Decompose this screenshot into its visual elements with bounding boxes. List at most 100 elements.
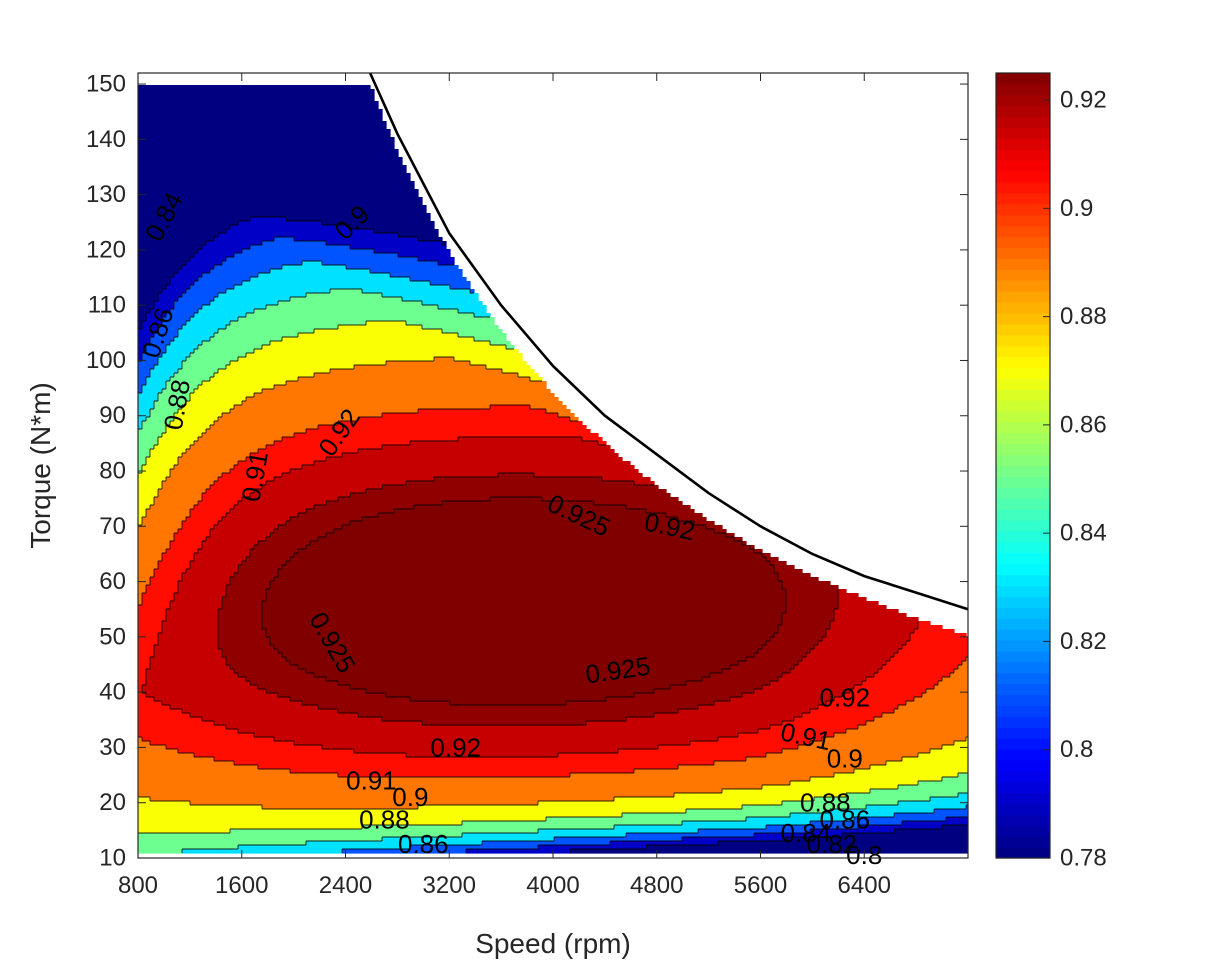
colorbar-swatch — [996, 258, 1050, 270]
heatmap-cell — [162, 317, 191, 322]
heatmap-cell — [138, 157, 403, 162]
heatmap-cell — [138, 341, 151, 346]
heatmap-cell — [138, 389, 143, 394]
heatmap-cell — [458, 333, 507, 338]
heatmap-cell — [158, 441, 195, 446]
heatmap-cell — [190, 317, 239, 322]
heatmap-cell — [210, 485, 263, 490]
colorbar-swatch — [996, 727, 1050, 739]
heatmap-cell — [234, 285, 451, 290]
heatmap-cell — [794, 717, 875, 722]
heatmap-cell — [182, 849, 343, 854]
heatmap-cell — [222, 605, 263, 610]
heatmap-cell — [598, 441, 607, 446]
heatmap-cell — [138, 401, 155, 406]
heatmap-cell — [194, 313, 247, 318]
colorbar-swatch — [996, 836, 1050, 848]
heatmap-cell — [138, 245, 203, 250]
heatmap-cell — [218, 629, 267, 634]
heatmap-cell — [786, 605, 839, 610]
heatmap-cell — [138, 217, 251, 222]
heatmap-cell — [786, 837, 968, 842]
y-tick-label: 70 — [99, 513, 126, 540]
heatmap-cell — [158, 561, 191, 566]
heatmap-cell — [154, 501, 199, 506]
heatmap-cell — [214, 297, 291, 302]
heatmap-cell — [138, 185, 415, 190]
heatmap-cell — [214, 757, 747, 762]
heatmap-cell — [210, 533, 271, 538]
heatmap-cell — [338, 421, 583, 426]
heatmap-cell — [710, 673, 783, 678]
heatmap-cell — [826, 633, 911, 638]
heatmap-cell — [198, 501, 239, 506]
heatmap-cell — [138, 517, 143, 522]
heatmap-cell — [178, 329, 219, 334]
heatmap-cell — [314, 461, 631, 466]
heatmap-cell — [570, 773, 835, 778]
heatmap-cell — [138, 229, 227, 234]
heatmap-cell — [270, 637, 771, 642]
heatmap-cell — [158, 641, 219, 646]
heatmap-cell — [142, 685, 259, 690]
heatmap-cell — [558, 413, 575, 418]
heatmap-cell — [338, 681, 687, 686]
heatmap-cell — [270, 585, 783, 590]
contour-label: 0.9 — [392, 782, 428, 812]
heatmap-cell — [142, 385, 167, 390]
contour-label: 0.88 — [359, 804, 410, 834]
heatmap-cell — [302, 261, 323, 266]
heatmap-cell — [150, 409, 179, 414]
heatmap-cell — [326, 457, 623, 462]
heatmap-cell — [202, 341, 271, 346]
heatmap-cell — [138, 173, 411, 178]
heatmap-cell — [366, 321, 407, 326]
heatmap-cell — [362, 825, 615, 830]
heatmap-cell — [382, 413, 559, 418]
heatmap-cell — [270, 269, 371, 274]
heatmap-cell — [138, 661, 151, 666]
heatmap-cell — [138, 125, 387, 130]
heatmap-cell — [170, 377, 211, 382]
heatmap-cell — [154, 573, 183, 578]
heatmap-cell — [762, 645, 815, 650]
heatmap-cell — [294, 553, 763, 558]
heatmap-cell — [278, 573, 779, 578]
heatmap-cell — [138, 525, 183, 530]
heatmap-cell — [154, 645, 219, 650]
heatmap-cell — [938, 681, 968, 686]
heatmap-cell — [702, 677, 779, 682]
heatmap-cell — [870, 789, 968, 794]
heatmap-cell — [210, 425, 319, 430]
heatmap-cell — [138, 729, 239, 734]
heatmap-cell — [138, 101, 379, 106]
heatmap-cell — [782, 721, 867, 726]
heatmap-cell — [230, 581, 271, 586]
heatmap-cell — [442, 329, 503, 334]
heatmap-cell — [762, 685, 855, 690]
heatmap-cell — [138, 445, 155, 450]
heatmap-cell — [138, 609, 167, 614]
heatmap-cell — [838, 601, 879, 606]
heatmap-cell — [138, 333, 155, 338]
heatmap-cell — [166, 617, 219, 622]
heatmap-cell — [474, 337, 507, 342]
heatmap-cell — [138, 561, 159, 566]
heatmap-cell — [138, 645, 155, 650]
heatmap-cell — [266, 689, 367, 694]
heatmap-cell — [770, 561, 787, 566]
heatmap-cell — [238, 501, 327, 506]
heatmap-cell — [138, 577, 151, 582]
heatmap-cell — [154, 301, 175, 306]
heatmap-cell — [890, 657, 967, 662]
heatmap-cell — [138, 817, 547, 822]
heatmap-cell — [282, 653, 755, 658]
heatmap-cell — [178, 457, 247, 462]
heatmap-cell — [462, 821, 683, 826]
heatmap-cell — [138, 141, 395, 146]
heatmap-cell — [286, 561, 771, 566]
heatmap-cell — [534, 473, 643, 478]
heatmap-cell — [246, 397, 559, 402]
heatmap-cell — [150, 661, 227, 666]
heatmap-cell — [958, 665, 968, 670]
